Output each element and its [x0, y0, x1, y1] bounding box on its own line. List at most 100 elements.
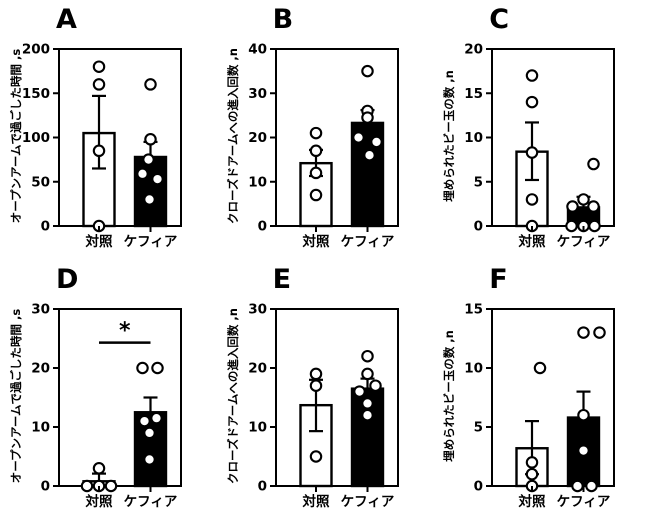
- panel-A-chart: 0 50 100 150 200 対照 ケフィア: [0, 0, 216, 259]
- panel-A: A オープンアームで過ごした時間 ,s 0 50 100 150 200 対照 ケフィア: [0, 0, 217, 259]
- data-point: [360, 396, 374, 410]
- data-point: [309, 166, 322, 180]
- panel-F-letter: F: [489, 263, 508, 295]
- y-tick-label: 5: [474, 419, 483, 435]
- y-tick-label: 10: [464, 360, 483, 376]
- data-point: [144, 133, 157, 146]
- data-point: [362, 148, 376, 162]
- panel-B-plot: 0 10 20 30 40 対照 ケフィア: [248, 42, 399, 250]
- y-tick-label: 15: [464, 301, 483, 317]
- y-tick-label: 0: [474, 219, 483, 235]
- data-point: [144, 78, 157, 91]
- panel-D-chart: 0 10 20 30 対照 ケフィア *: [0, 260, 216, 519]
- y-tick-label: 100: [22, 130, 50, 146]
- panel-F-plot: 0 5 10 15 対照 ケフィア: [464, 301, 616, 510]
- panel-D: D オープンアームで過ごした時間 ,s 0 10 20 30 対照 ケフィア *: [0, 260, 217, 519]
- data-point: [151, 361, 164, 374]
- y-tick-label: 30: [31, 301, 50, 317]
- panel-E: E クローズドアームへの進入回数 ,n 0 10 20 30 対照 ケフィア: [217, 260, 434, 519]
- panel-B-chart: 0 10 20 30 40 対照 ケフィア: [217, 0, 433, 259]
- x-category-label: ケフィア: [124, 234, 178, 250]
- data-point: [577, 325, 590, 339]
- data-point: [565, 219, 578, 233]
- y-tick-label: 15: [464, 86, 483, 102]
- y-tick-label: 5: [474, 174, 483, 190]
- y-tick-label: 0: [474, 478, 483, 494]
- data-point: [309, 144, 322, 158]
- data-point: [309, 367, 322, 380]
- data-point: [352, 384, 366, 398]
- data-point: [143, 193, 156, 206]
- panel-F: F 埋められたビー玉の数 ,n 0 5 10 15 対照 ケフィア: [433, 260, 650, 519]
- x-category-label: 対照: [518, 493, 547, 510]
- data-point: [577, 193, 590, 206]
- y-tick-label: 10: [248, 174, 267, 190]
- x-category-label: ケフィア: [340, 234, 394, 250]
- panel-D-plot: 0 10 20 30 対照 ケフィア *: [31, 301, 182, 510]
- y-tick-label: 30: [248, 301, 267, 317]
- data-point: [151, 172, 164, 186]
- y-tick-label: 150: [22, 86, 50, 102]
- data-point: [369, 135, 383, 149]
- y-tick-label: 0: [41, 219, 50, 235]
- y-tick-label: 40: [248, 42, 267, 58]
- x-category-label: 対照: [301, 493, 329, 510]
- data-point: [142, 153, 155, 166]
- y-tick-label: 20: [464, 42, 483, 58]
- panel-C-letter: C: [489, 4, 510, 35]
- data-point: [309, 188, 322, 202]
- panel-C: C 埋められたビー玉の数 ,n 0 5 10 15 20 対照 ケフィア: [433, 0, 650, 259]
- y-tick-label: 20: [248, 360, 267, 376]
- y-tick-label: 0: [257, 478, 266, 494]
- data-point: [588, 219, 601, 233]
- plot-box: [491, 48, 616, 227]
- data-point: [150, 411, 163, 424]
- panel-A-letter: A: [56, 4, 77, 35]
- data-point: [533, 361, 547, 374]
- data-point: [92, 461, 106, 475]
- data-point: [360, 64, 374, 78]
- data-point: [587, 157, 600, 171]
- y-tick-label: 0: [257, 219, 266, 235]
- data-point: [525, 455, 539, 469]
- data-point: [577, 443, 590, 457]
- data-point: [525, 193, 539, 206]
- data-point: [92, 144, 106, 158]
- data-point: [309, 378, 322, 392]
- x-category-label: 対照: [518, 233, 547, 250]
- panel-C-plot: 0 5 10 15 20 対照 ケフィア: [464, 42, 616, 250]
- x-category-label: ケフィア: [124, 494, 178, 510]
- panel-E-plot: 0 10 20 30 対照 ケフィア: [248, 301, 399, 510]
- data-point: [104, 479, 118, 492]
- data-point: [351, 131, 365, 144]
- y-tick-label: 0: [41, 478, 50, 494]
- data-point: [143, 452, 156, 466]
- panel-A-plot: 0 50 100 150 200 対照 ケフィア: [22, 42, 182, 250]
- y-tick-label: 10: [248, 419, 267, 435]
- data-point: [368, 378, 382, 392]
- y-tick-label: 50: [31, 174, 50, 190]
- panel-E-letter: E: [272, 263, 292, 295]
- data-point: [587, 200, 600, 213]
- data-point: [80, 479, 94, 492]
- y-tick-label: 10: [464, 130, 483, 146]
- y-tick-label: 10: [31, 419, 50, 435]
- data-point: [309, 449, 322, 463]
- x-category-label: 対照: [85, 493, 113, 510]
- bar-kefir: [133, 410, 168, 487]
- bar-kefir: [133, 155, 168, 228]
- data-point: [577, 408, 590, 421]
- data-point: [571, 479, 584, 492]
- significance-asterisk: *: [119, 318, 131, 343]
- panel-B: B クローズドアームへの進入回数 ,n 0 10 20 30 40 対照 ケフィア: [217, 0, 434, 259]
- data-point: [138, 414, 151, 427]
- data-point: [566, 200, 579, 213]
- panel-C-chart: 0 5 10 15 20 対照 ケフィア: [433, 0, 649, 259]
- x-category-label: ケフィア: [557, 494, 611, 510]
- x-category-label: 対照: [85, 233, 113, 250]
- x-category-label: ケフィア: [340, 494, 394, 510]
- y-tick-label: 20: [248, 130, 267, 146]
- data-point: [525, 146, 539, 159]
- x-category-label: 対照: [301, 233, 329, 250]
- data-point: [143, 426, 156, 439]
